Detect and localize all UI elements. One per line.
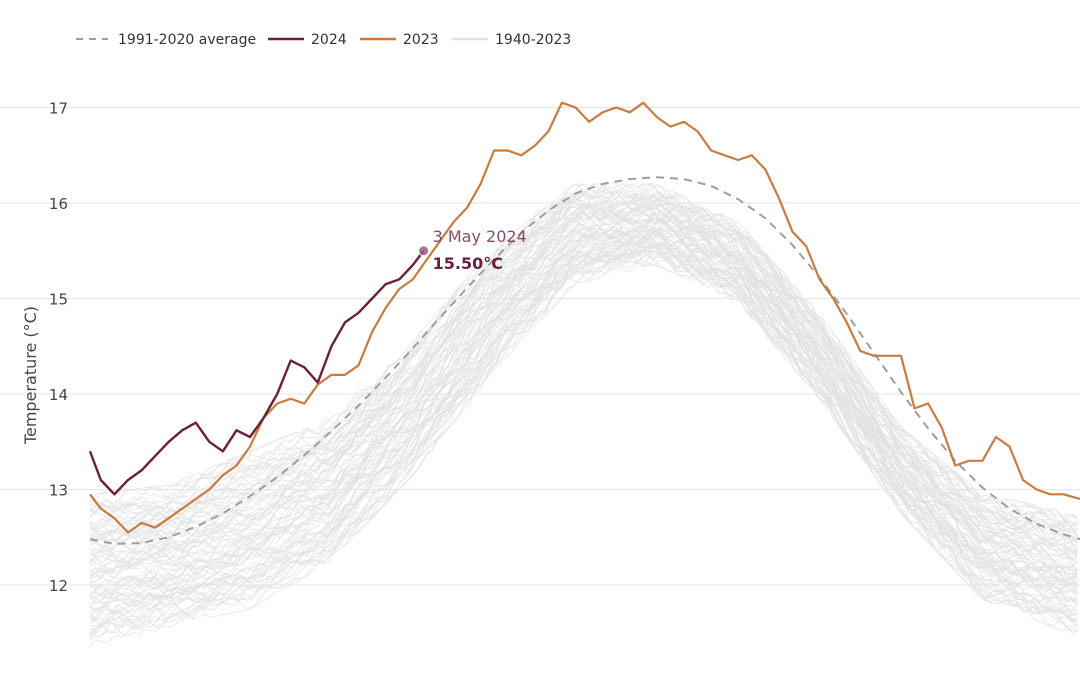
historical-trace [89,249,1078,623]
historical-trace [89,257,1078,640]
gridlines [0,107,1080,586]
historical-trace [89,243,1078,608]
legend-item-2024[interactable]: 2024 [268,32,347,48]
legend-label-average: 1991-2020 average [118,32,256,48]
historical-trace [89,230,1078,593]
line-2023 [89,101,1080,534]
y-tick-label-16: 16 [49,195,68,213]
historical-trace [89,186,1078,538]
historical-trace [89,183,1078,523]
series-2023 [89,101,1080,534]
historical-trace [89,244,1078,634]
y-tick-label-14: 14 [49,386,68,404]
historical-trace [89,248,1078,648]
historical-trace [89,243,1078,640]
historical-trace [89,218,1078,578]
historical-trace [89,186,1078,524]
historical-trace [89,232,1078,620]
y-axis-title: Temperature (°C) [21,306,40,445]
y-axis-tick-labels: 12 13 14 15 16 17 [49,100,68,596]
annotation-marker[interactable] [418,245,430,257]
y-tick-label-15: 15 [49,291,68,309]
historical-trace [89,183,1078,518]
historical-trace [89,225,1078,575]
historical-series-1940-2023 [89,183,1078,648]
historical-trace [89,242,1078,618]
historical-trace [89,195,1078,533]
legend-label-2024: 2024 [311,32,347,48]
legend-item-1940-2023[interactable]: 1940-2023 [452,32,571,48]
line-2024 [88,250,425,496]
legend-item-average[interactable]: 1991-2020 average [76,32,256,48]
series-2024 [88,250,425,496]
legend-label-2023: 2023 [403,32,439,48]
y-tick-label-17: 17 [49,100,68,118]
annotation-date-label: 3 May 2024 [433,227,527,246]
average-series-1991-2020 [89,176,1080,545]
historical-trace [89,183,1078,537]
historical-trace [89,223,1078,603]
historical-trace [89,185,1078,530]
historical-trace [90,249,1078,629]
y-tick-label-12: 12 [49,577,68,595]
y-tick-label-13: 13 [49,482,68,500]
historical-trace [89,213,1078,566]
historical-trace [89,234,1078,585]
historical-trace [89,203,1078,543]
historical-trace [89,254,1078,639]
historical-trace [89,228,1078,590]
historical-trace [89,191,1078,534]
historical-trace [89,248,1078,624]
legend: 1991-2020 average 2024 2023 1940-2023 [76,32,571,48]
historical-trace [89,230,1078,602]
annotation-value-label: 15.50°C [433,254,503,273]
historical-trace [89,215,1078,579]
historical-trace [89,246,1078,622]
historical-trace [89,232,1078,599]
historical-trace [89,200,1078,544]
latest-value-annotation: 3 May 2024 15.50°C [418,227,527,273]
legend-item-2023[interactable]: 2023 [360,32,439,48]
average-line [89,176,1080,545]
historical-trace [89,219,1078,584]
legend-label-1940-2023: 1940-2023 [495,32,571,48]
historical-trace [89,199,1078,540]
historical-trace [89,250,1078,634]
